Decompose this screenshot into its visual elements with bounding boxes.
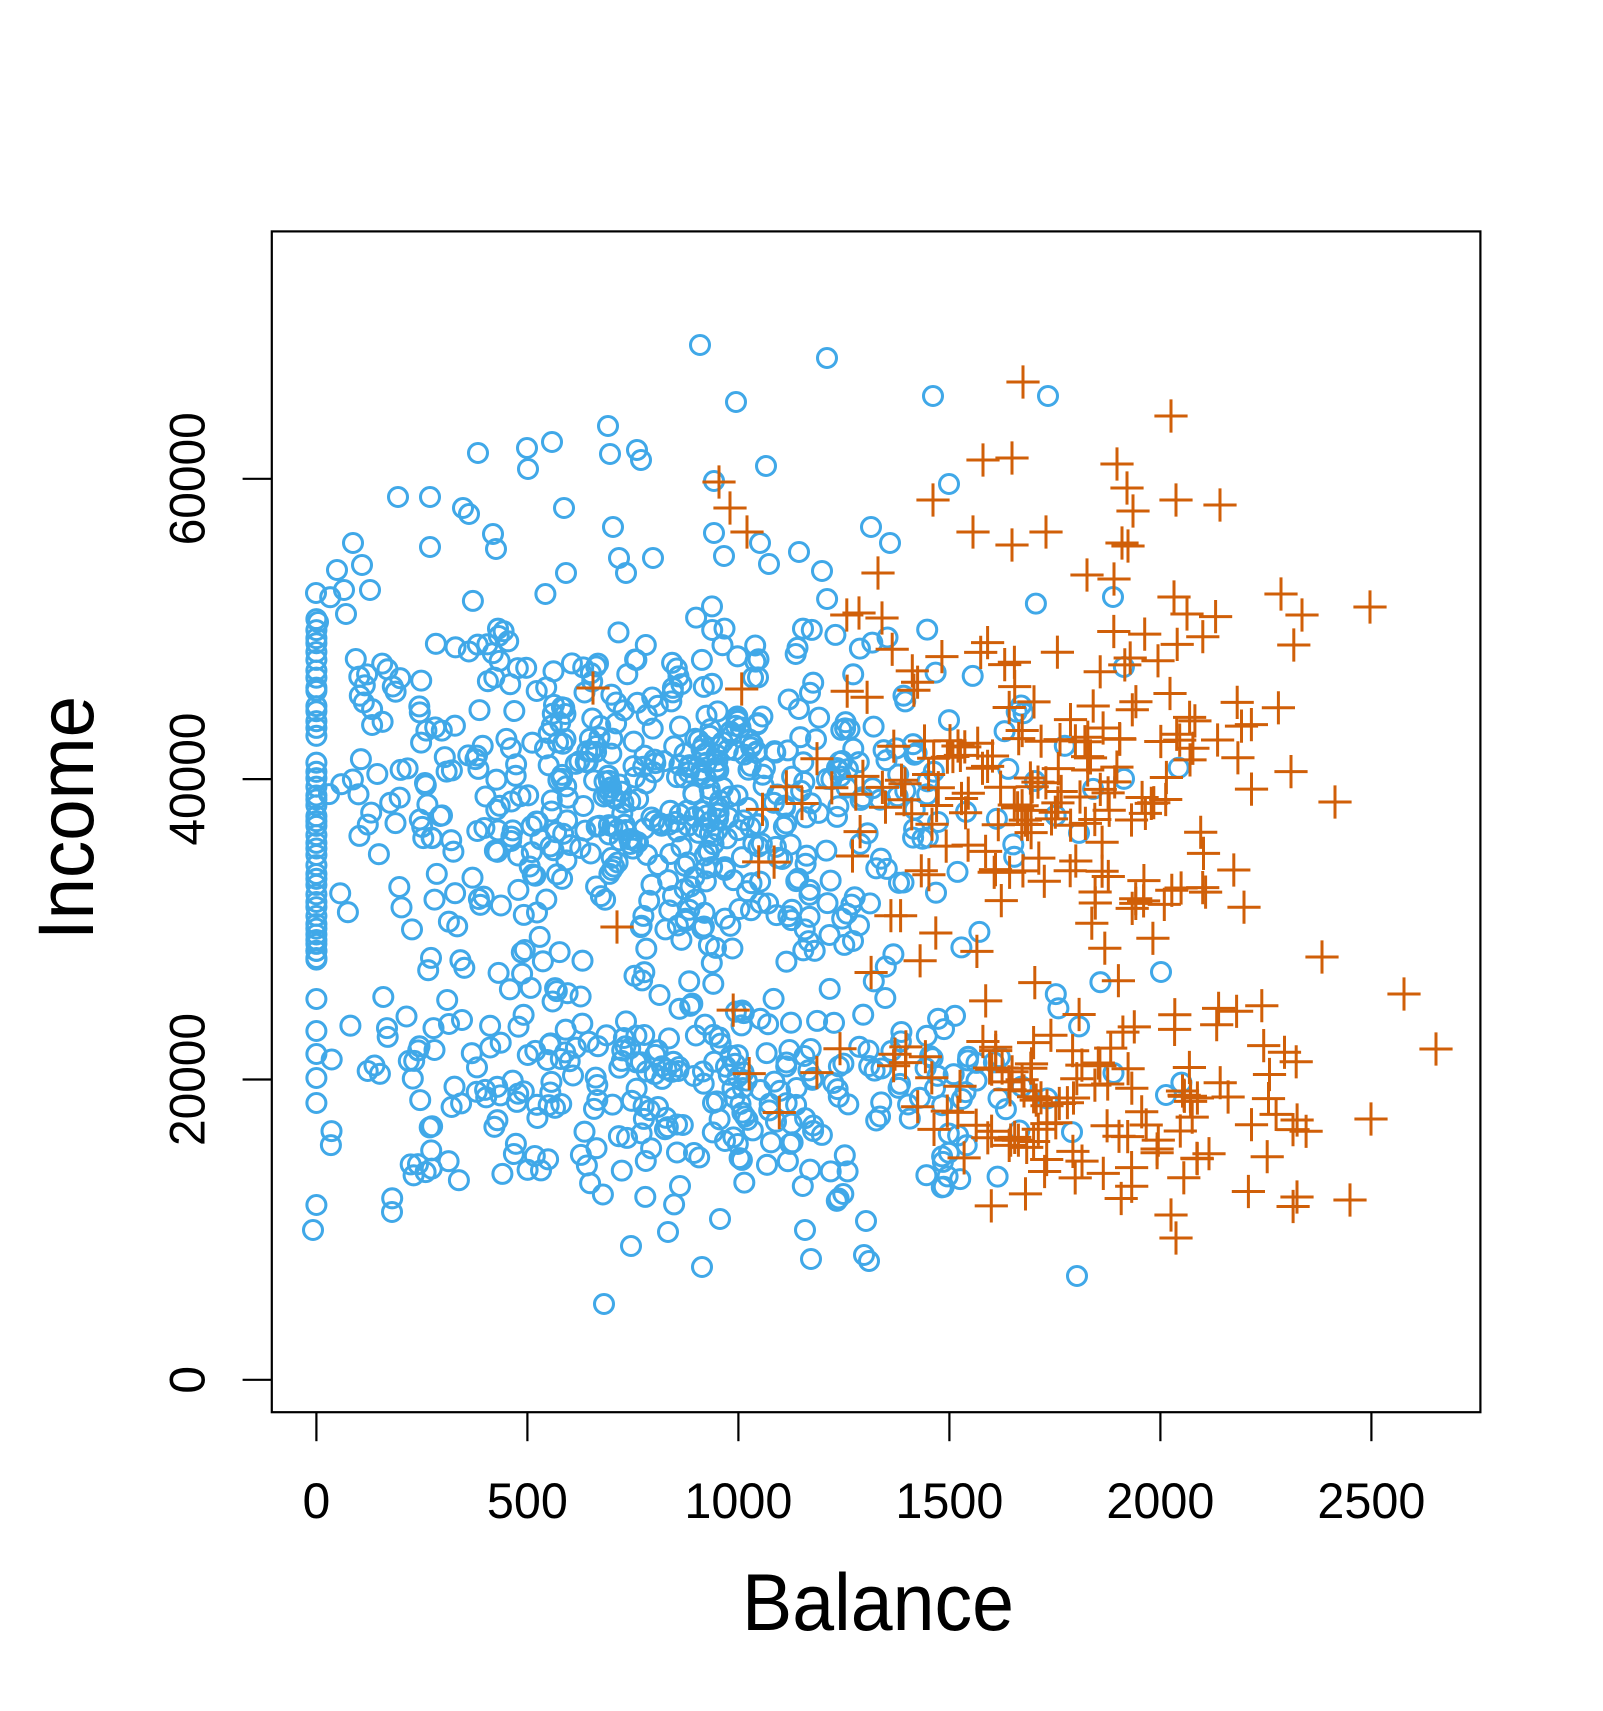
svg-text:2500: 2500 [1317,1473,1425,1529]
svg-text:Income: Income [21,696,110,940]
svg-text:0: 0 [159,1366,215,1394]
svg-text:Balance: Balance [742,1558,1014,1648]
svg-text:500: 500 [487,1473,568,1529]
svg-text:0: 0 [302,1473,330,1529]
svg-text:20000: 20000 [159,1013,215,1146]
svg-text:1000: 1000 [684,1473,792,1529]
svg-text:60000: 60000 [159,412,215,545]
svg-text:1500: 1500 [895,1473,1003,1529]
svg-text:2000: 2000 [1106,1473,1214,1529]
svg-text:40000: 40000 [159,713,215,846]
